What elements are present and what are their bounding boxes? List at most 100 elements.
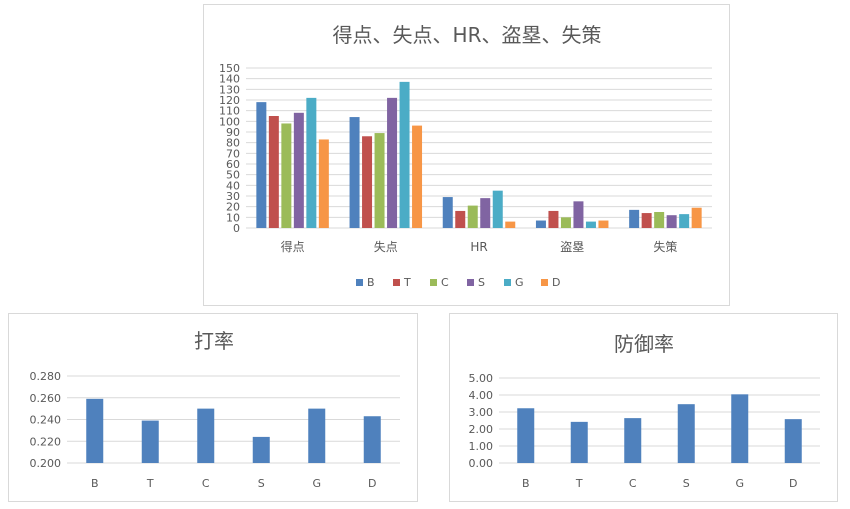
chart-title: 防御率 <box>614 332 674 356</box>
legend-label-T: T <box>403 276 411 289</box>
bar-D-0 <box>318 139 329 228</box>
y-tick-label: 40 <box>226 179 240 192</box>
bar-C-4 <box>654 212 665 228</box>
x-category-label: 盗塁 <box>560 239 584 254</box>
bar-B-2 <box>442 197 453 228</box>
bar-G-0 <box>306 97 317 228</box>
x-category-label: B <box>91 477 99 490</box>
x-category-label: C <box>629 477 637 490</box>
bar-C-0 <box>281 123 292 228</box>
x-category-label: 失点 <box>374 239 398 254</box>
y-tick-label: 0.200 <box>30 457 62 470</box>
legend-swatch-T <box>393 279 400 286</box>
bar-D-3 <box>598 220 609 228</box>
bar-G <box>308 408 326 463</box>
legend-swatch-G <box>504 279 511 286</box>
bar-S-4 <box>666 215 677 228</box>
chart-panel-era: 防御率 0.00 1.00 2.00 3.00 4.00 5.00 B T C S G D <box>449 313 838 502</box>
bar-D-1 <box>412 125 423 228</box>
bar-B <box>86 398 104 463</box>
chart-panel-team-stats: 得点、失点、HR、盗塁、失策 0 10 20 30 40 50 60 70 80 90 100 110 1… <box>203 4 730 306</box>
bar-G-2 <box>492 190 503 228</box>
y-tick-label: 2.00 <box>469 423 494 436</box>
x-category-label: T <box>575 477 583 490</box>
y-tick-label: 4.00 <box>469 389 494 402</box>
x-category-label: G <box>735 477 744 490</box>
y-tick-label: 70 <box>226 147 240 160</box>
bar-D <box>784 419 802 463</box>
bar-T <box>141 420 159 463</box>
x-category-label: G <box>312 477 321 490</box>
x-category-label: 失策 <box>653 239 677 254</box>
y-tick-label: 60 <box>226 158 240 171</box>
y-tick-label: 80 <box>226 137 240 150</box>
legend-swatch-B <box>356 279 363 286</box>
batting-average-chart: 打率 0.200 0.220 0.240 0.260 0.280 B T C S G D <box>30 329 400 490</box>
bar-S-1 <box>387 97 398 228</box>
legend-label-S: S <box>478 276 485 289</box>
y-tick-label: 0.220 <box>30 435 62 448</box>
bar-G-1 <box>399 81 410 228</box>
x-category-label: S <box>683 477 690 490</box>
legend-label-G: G <box>515 276 524 289</box>
chart-title: 得点、失点、HR、盗塁、失策 <box>333 23 602 47</box>
y-tick-label: 100 <box>219 115 240 128</box>
legend-swatch-C <box>430 279 437 286</box>
legend-label-B: B <box>367 276 375 289</box>
era-chart: 防御率 0.00 1.00 2.00 3.00 4.00 5.00 B T C S G D <box>469 332 820 490</box>
bar-G <box>731 394 749 463</box>
y-tick-label: 30 <box>226 190 240 203</box>
bar-B-3 <box>535 220 546 228</box>
x-category-label: S <box>258 477 265 490</box>
chart-panel-batting-average: 打率 0.200 0.220 0.240 0.260 0.280 B T C S G D <box>8 313 418 502</box>
x-category-label: T <box>146 477 154 490</box>
x-category-label: D <box>789 477 797 490</box>
y-tick-label: 90 <box>226 126 240 139</box>
chart-title: 打率 <box>194 329 234 353</box>
bar-C-2 <box>467 205 478 228</box>
bar-T-3 <box>548 210 559 228</box>
y-tick-label: 130 <box>219 83 240 96</box>
legend-label-C: C <box>441 276 449 289</box>
x-category-label: C <box>202 477 210 490</box>
bar-D-2 <box>505 221 516 228</box>
y-tick-label: 5.00 <box>469 372 494 385</box>
y-tick-label: 0.00 <box>469 457 494 470</box>
legend-label-D: D <box>552 276 560 289</box>
bar-T <box>570 421 588 463</box>
bar-T-2 <box>455 210 466 228</box>
bar-T-1 <box>362 136 373 228</box>
bar-S <box>252 436 270 463</box>
x-category-label: HR <box>470 240 487 254</box>
y-tick-label: 0.280 <box>30 370 62 383</box>
y-tick-label: 140 <box>219 73 240 86</box>
x-category-label: D <box>368 477 376 490</box>
bar-D <box>363 416 381 463</box>
bar-B-4 <box>629 209 640 228</box>
x-category-label: B <box>522 477 530 490</box>
bar-C-3 <box>560 217 571 228</box>
bar-C <box>197 408 215 463</box>
bar-C-1 <box>374 133 385 228</box>
y-tick-label: 20 <box>226 201 240 214</box>
y-tick-label: 110 <box>219 105 240 118</box>
y-tick-label: 0.240 <box>30 414 62 427</box>
y-tick-label: 1.00 <box>469 440 494 453</box>
y-tick-label: 0 <box>233 222 240 235</box>
bar-B-1 <box>349 117 360 228</box>
bar-C <box>624 418 642 463</box>
bar-G-4 <box>679 214 690 228</box>
x-category-label: 得点 <box>281 239 305 254</box>
bar-G-3 <box>585 221 596 228</box>
bar-B-0 <box>256 102 267 228</box>
y-tick-label: 150 <box>219 62 240 75</box>
y-tick-label: 0.260 <box>30 392 62 405</box>
bar-S-3 <box>573 201 584 228</box>
legend-swatch-S <box>467 279 474 286</box>
bar-S <box>677 404 695 463</box>
y-tick-label: 50 <box>226 169 240 182</box>
bar-D-4 <box>691 207 702 228</box>
bar-S-2 <box>480 198 491 228</box>
y-tick-label: 10 <box>226 211 240 224</box>
